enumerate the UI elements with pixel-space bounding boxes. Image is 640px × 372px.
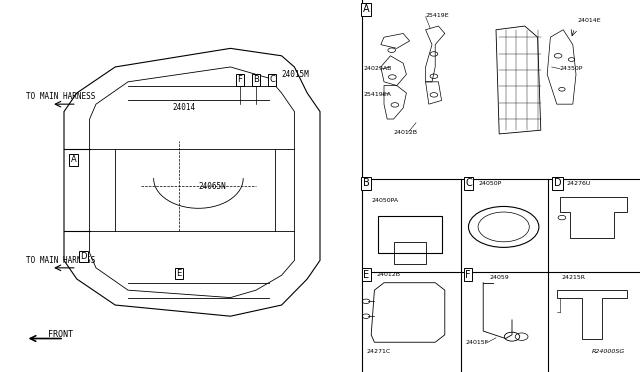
Text: B: B [363,179,369,188]
Text: 24012B: 24012B [376,272,401,277]
Text: 24012B: 24012B [394,129,418,135]
Text: F: F [465,270,471,279]
Text: 24215R: 24215R [562,275,586,280]
Text: 24015M: 24015M [282,70,309,79]
Text: F: F [237,76,243,84]
Text: B: B [253,76,259,84]
Text: 25419E: 25419E [426,13,449,18]
Text: A: A [363,4,369,14]
Text: 24276U: 24276U [566,181,591,186]
Text: TO MAIN HARNESS: TO MAIN HARNESS [26,92,95,101]
Text: D: D [80,252,86,261]
Text: 25419EA: 25419EA [364,92,392,97]
Text: D: D [554,179,561,188]
Text: C: C [465,179,472,188]
Text: 24271C: 24271C [366,349,390,354]
Text: 24050PA: 24050PA [371,198,398,203]
Text: 24029AB: 24029AB [364,66,392,71]
Text: 24015F: 24015F [465,340,488,345]
Text: R24000SG: R24000SG [592,349,625,354]
Text: A: A [71,155,76,164]
Text: 24059: 24059 [490,275,509,280]
Text: 24050P: 24050P [478,181,501,186]
Text: E: E [363,270,369,279]
Text: 24014E: 24014E [578,18,602,23]
Text: C: C [269,76,275,84]
Text: E: E [177,269,182,278]
Text: FRONT: FRONT [48,330,73,339]
Text: 24350P: 24350P [560,66,584,71]
Text: 24065N: 24065N [198,182,226,190]
Text: TO MAIN HARNESS: TO MAIN HARNESS [26,256,95,265]
Text: 24014: 24014 [173,103,196,112]
